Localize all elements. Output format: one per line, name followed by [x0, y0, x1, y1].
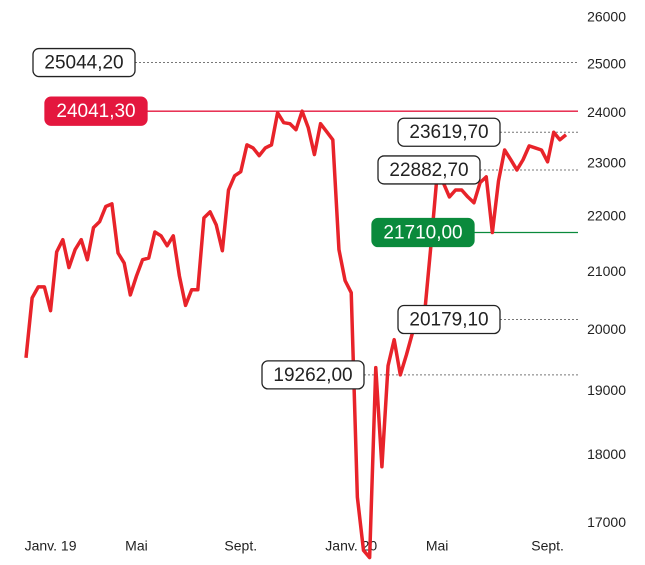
y-tick-label: 26000	[587, 9, 626, 25]
y-tick-label: 25000	[587, 55, 626, 71]
y-tick-label: 18000	[587, 446, 626, 462]
y-tick-label: 17000	[587, 514, 626, 530]
annotation-box	[44, 96, 148, 126]
x-tick-label: Janv. 19	[25, 538, 77, 554]
y-tick-label: 21000	[587, 263, 626, 279]
y-tick-label: 22000	[587, 207, 626, 223]
annotation-label: 23619,70	[409, 122, 488, 143]
annotation-label: 21710,00	[383, 223, 462, 244]
x-tick-label: Sept.	[531, 538, 564, 554]
y-tick-label: 24000	[587, 104, 626, 120]
annotation-box	[397, 304, 501, 335]
annotation-label: 25044,20	[44, 53, 123, 74]
y-tick-label: 19000	[587, 382, 626, 398]
annotation-label: 22882,70	[389, 160, 468, 181]
annotation-box	[377, 155, 481, 185]
annotation-box	[32, 47, 136, 78]
annotation-label: 24041,30	[56, 101, 135, 122]
annotation-box	[261, 360, 365, 390]
annotation-label: 20179,10	[409, 310, 488, 331]
y-tick-label: 20000	[587, 321, 626, 337]
y-tick-label: 23000	[587, 155, 626, 171]
data-line	[24, 109, 568, 560]
annotation-box	[371, 217, 475, 248]
annotation-label: 19262,00	[273, 365, 352, 386]
x-tick-label: Mai	[426, 538, 449, 554]
x-tick-label: Sept.	[224, 538, 257, 554]
annotation-box	[397, 117, 501, 147]
x-tick-label: Mai	[125, 538, 148, 554]
